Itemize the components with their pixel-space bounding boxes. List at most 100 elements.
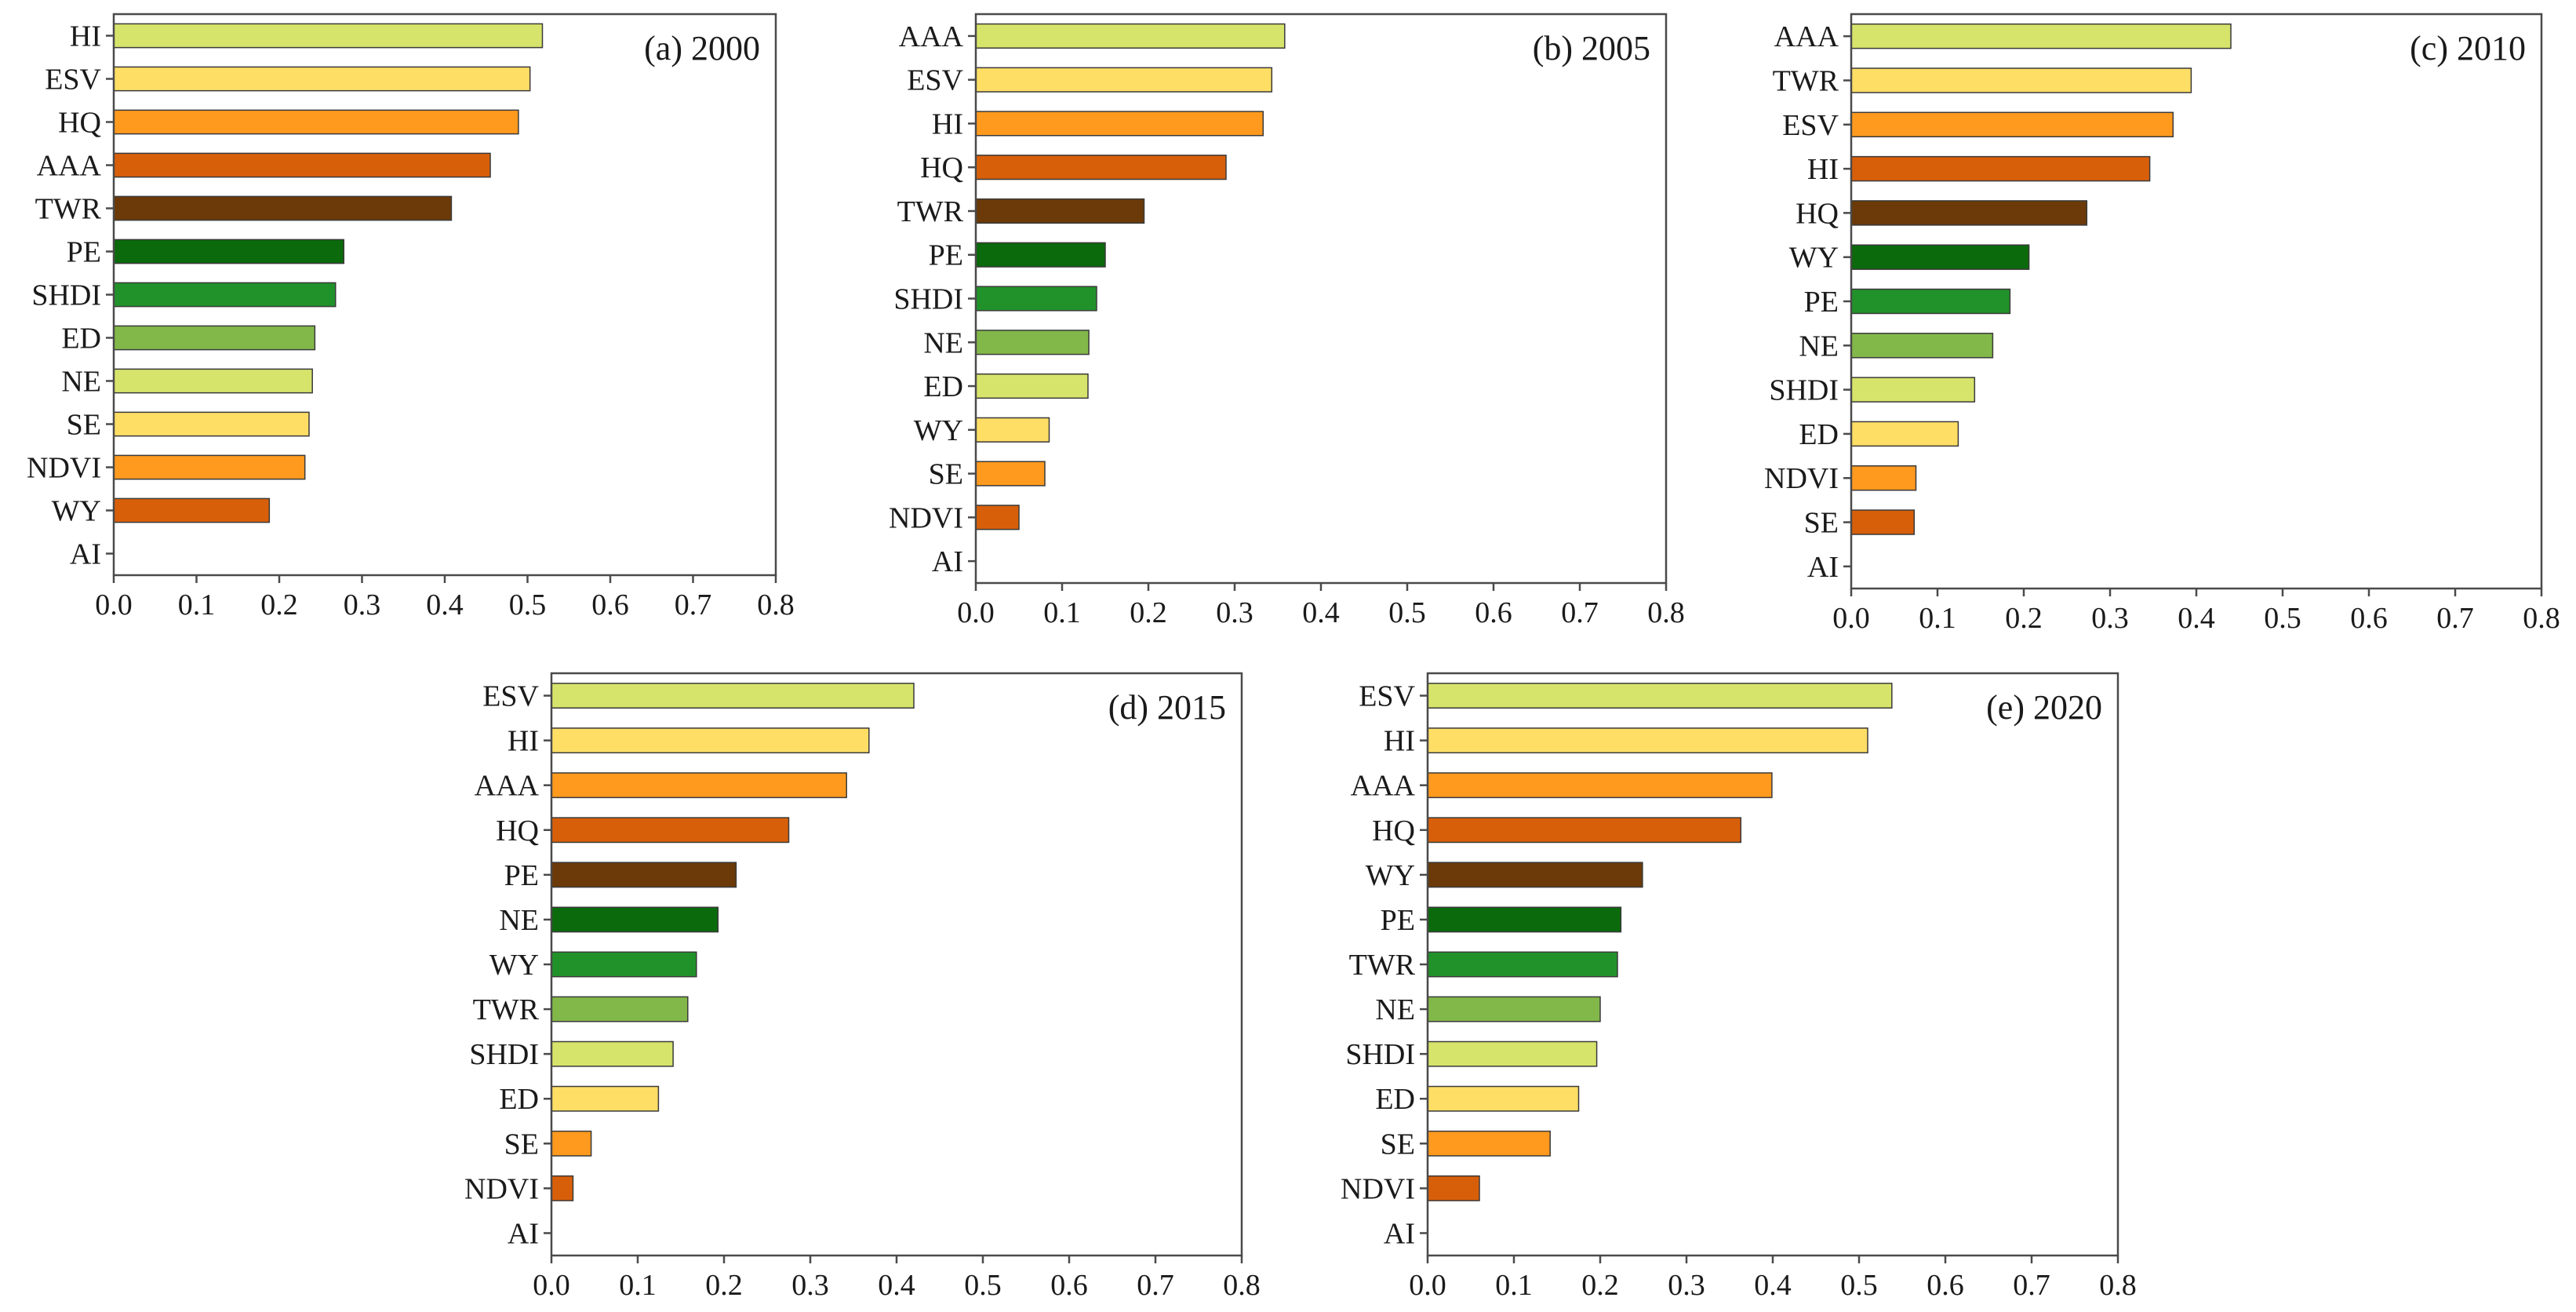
bar-shdi: [1850, 377, 1976, 403]
bar-ed: [1850, 421, 1959, 447]
category-label: ED: [1799, 418, 1839, 451]
bar-shdi: [1427, 1040, 1598, 1067]
bar-ne: [975, 330, 1090, 355]
bar-ndvi: [113, 454, 306, 480]
bar-hq: [975, 155, 1227, 180]
bar-ed: [113, 325, 316, 351]
category-label: AAA: [37, 150, 102, 183]
category-label: ESV: [1782, 109, 1839, 142]
x-tick-label: 0.1: [178, 589, 216, 621]
bar-se: [551, 1130, 592, 1157]
bar-twr: [1427, 951, 1618, 978]
category-label: NDVI: [1341, 1172, 1415, 1205]
bar-pe: [113, 239, 345, 264]
x-tick-label: 0.7: [1561, 596, 1599, 629]
x-tick-label: 0.6: [591, 589, 629, 621]
bar-esv: [975, 67, 1273, 93]
bar-ne: [1850, 333, 1994, 359]
category-label: SE: [1804, 507, 1839, 540]
panel-title: (e) 2020: [1986, 688, 2102, 727]
category-label: SHDI: [469, 1038, 539, 1071]
x-tick-label: 0.0: [1409, 1269, 1446, 1302]
category-label: AI: [70, 538, 101, 571]
bar-hi: [1427, 727, 1868, 754]
category-label: NE: [499, 904, 539, 937]
x-tick-label: 0.6: [2350, 602, 2388, 635]
x-tick-label: 0.4: [2178, 602, 2215, 635]
category-label: HI: [70, 20, 101, 53]
x-tick-label: 0.6: [1927, 1269, 1964, 1302]
x-tick-label: 0.1: [619, 1269, 657, 1302]
category-label: NE: [1799, 330, 1839, 363]
bar-pe: [975, 242, 1106, 268]
x-tick-label: 0.5: [964, 1269, 1002, 1302]
category-label: ESV: [1359, 680, 1415, 713]
x-tick-label: 0.2: [1130, 596, 1167, 629]
panel-c: AAA TWR ESV HI HQ WY PE NE SHDI ED NDVI SE AI 0.0 0.1 0…: [1764, 13, 2560, 635]
category-label: ED: [61, 323, 101, 355]
category-label: ED: [1375, 1083, 1415, 1116]
bar-shdi: [551, 1040, 674, 1067]
category-label: AAA: [899, 20, 964, 53]
category-label: HQ: [1796, 197, 1839, 230]
bar-aaa: [113, 152, 491, 178]
bar-twr: [113, 195, 453, 221]
bar-wy: [551, 951, 697, 978]
bar-twr: [1850, 67, 2192, 93]
x-tick-label: 0.7: [1137, 1269, 1174, 1302]
category-label: PE: [67, 236, 101, 269]
bar-se: [1850, 509, 1916, 535]
bar-ne: [1427, 996, 1601, 1022]
bar-aaa: [551, 772, 847, 799]
category-label: TWR: [35, 193, 102, 226]
category-label: AAA: [1351, 770, 1416, 803]
x-tick-label: 0.3: [1668, 1269, 1705, 1302]
bar-hi: [113, 23, 544, 49]
bar-hi: [1850, 155, 2151, 182]
bar-shdi: [113, 282, 337, 308]
category-label: SE: [504, 1128, 539, 1161]
x-tick-label: 0.5: [1388, 596, 1426, 629]
bar-hq: [113, 109, 519, 135]
x-tick-label: 0.3: [1216, 596, 1253, 629]
bar-shdi: [975, 286, 1097, 312]
category-label: HQ: [920, 151, 963, 184]
bar-pe: [551, 862, 737, 888]
category-label: HQ: [496, 815, 539, 847]
bar-esv: [113, 66, 531, 92]
x-tick-label: 0.6: [1050, 1269, 1088, 1302]
x-tick-label: 0.2: [260, 589, 298, 621]
x-tick-label: 0.8: [1223, 1269, 1261, 1302]
category-label: HI: [508, 725, 539, 758]
category-label: ESV: [482, 680, 539, 713]
x-tick-label: 0.4: [426, 589, 464, 621]
panel-title: (c) 2010: [2410, 29, 2526, 67]
bar-aaa: [1850, 23, 2232, 49]
x-tick-label: 0.0: [1832, 602, 1870, 635]
category-label: WY: [489, 949, 539, 982]
category-label: NE: [923, 326, 963, 359]
x-tick-label: 0.8: [2523, 602, 2560, 635]
category-label: AAA: [1774, 20, 1839, 53]
bar-ndvi: [975, 505, 1020, 530]
category-label: WY: [914, 414, 963, 447]
category-label: TWR: [473, 993, 540, 1026]
category-label: AI: [1807, 551, 1839, 584]
x-tick-label: 0.4: [1302, 596, 1340, 629]
category-label: WY: [1366, 859, 1415, 892]
category-label: HQ: [1372, 815, 1415, 847]
category-label: TWR: [897, 195, 964, 228]
category-label: SE: [67, 409, 101, 442]
category-label: NE: [61, 366, 101, 399]
panel-title: (d) 2015: [1108, 688, 1226, 727]
x-tick-label: 0.4: [878, 1269, 915, 1302]
panel-b: AAA ESV HI HQ TWR PE SHDI NE ED WY SE NDVI AI 0.0 0.1 0…: [889, 13, 1685, 629]
x-tick-label: 0.2: [1581, 1269, 1619, 1302]
bar-wy: [113, 497, 271, 523]
category-label: SHDI: [1769, 374, 1839, 407]
bar-ed: [551, 1085, 660, 1112]
bar-hq: [1850, 200, 2088, 226]
x-tick-label: 0.5: [2264, 602, 2301, 635]
category-label: SHDI: [893, 283, 963, 316]
category-label: NE: [1375, 993, 1415, 1026]
